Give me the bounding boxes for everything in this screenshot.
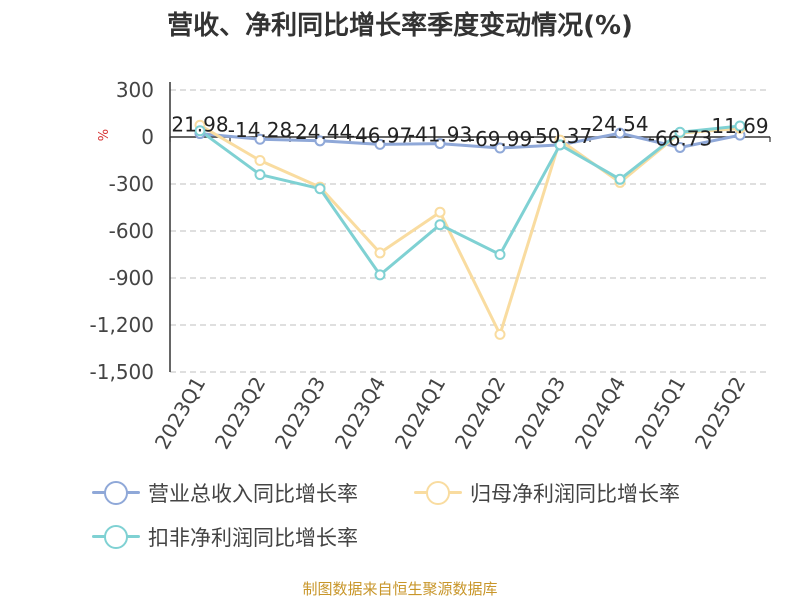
data-label: -14.28 xyxy=(228,118,292,142)
data-label: 11.69 xyxy=(711,114,768,138)
data-label: -50.37 xyxy=(528,124,592,148)
data-label: -41.93 xyxy=(408,123,472,147)
x-tick-label: 2023Q1 xyxy=(150,373,210,454)
y-tick-label: -1,200 xyxy=(90,313,154,337)
x-tick-label: 2024Q4 xyxy=(570,373,630,454)
circle-line-marker-icon xyxy=(92,524,140,550)
data-point xyxy=(254,155,266,166)
data-point xyxy=(374,247,386,259)
x-tick-label: 2024Q3 xyxy=(510,373,570,454)
circle-line-marker-icon xyxy=(414,480,462,506)
data-point xyxy=(554,139,566,151)
line-revenue-growth xyxy=(199,131,741,150)
legend-item-deducted-profit[interactable]: 扣非净利润同比增长率 xyxy=(92,522,358,552)
y-tick-label: -600 xyxy=(109,219,154,243)
data-point xyxy=(314,135,326,147)
data-point xyxy=(614,127,626,139)
line-deducted-profit-growth xyxy=(199,124,741,277)
data-point xyxy=(674,126,686,138)
x-tick-label: 2025Q1 xyxy=(630,373,690,454)
data-label: -66.73 xyxy=(648,126,712,150)
data-label: -24.44 xyxy=(288,120,352,144)
data-point xyxy=(494,328,506,340)
data-source-note: 制图数据来自恒生聚源数据库 xyxy=(302,580,498,598)
y-tick-label: 0 xyxy=(141,125,154,149)
data-point xyxy=(734,120,746,132)
data-point xyxy=(614,173,626,185)
legend-item-net-profit[interactable]: 归母净利润同比增长率 xyxy=(414,478,680,508)
circle-line-marker-icon xyxy=(92,480,140,506)
y-tick-label: -300 xyxy=(109,172,154,196)
data-point xyxy=(494,249,506,260)
x-tick-label: 2023Q3 xyxy=(270,373,330,454)
line-net-profit-growth xyxy=(199,124,741,336)
legend-label: 营业总收入同比增长率 xyxy=(148,482,358,506)
y-tick-label: -900 xyxy=(109,266,154,290)
data-point xyxy=(314,183,326,195)
data-point xyxy=(374,269,386,281)
data-point xyxy=(434,219,446,231)
data-label: 21.98 xyxy=(171,113,228,137)
legend-label: 归母净利润同比增长率 xyxy=(470,482,680,506)
x-tick-label: 2024Q2 xyxy=(450,373,510,454)
data-label: 24.54 xyxy=(591,112,648,136)
data-point xyxy=(254,133,266,145)
data-point xyxy=(374,138,386,150)
data-label: -46.97 xyxy=(348,123,412,147)
x-tick-label: 2023Q2 xyxy=(210,373,270,454)
y-tick-label: -1,500 xyxy=(90,360,154,384)
data-point xyxy=(254,169,266,181)
data-point xyxy=(434,138,446,150)
y-axis-unit-label: % xyxy=(97,129,112,141)
y-tick-label: 300 xyxy=(116,78,154,102)
data-point xyxy=(494,142,506,154)
chart-title: 营收、净利同比增长率季度变动情况(%) xyxy=(167,11,633,41)
x-tick-label: 2024Q1 xyxy=(390,373,450,454)
legend-item-revenue[interactable]: 营业总收入同比增长率 xyxy=(92,478,358,508)
data-point xyxy=(194,125,206,137)
data-point xyxy=(674,141,686,153)
data-point xyxy=(434,206,446,218)
x-tick-label: 2025Q2 xyxy=(690,373,750,454)
legend-label: 扣非净利润同比增长率 xyxy=(148,526,358,550)
data-label: -69.99 xyxy=(468,127,532,151)
x-tick-label: 2023Q4 xyxy=(330,373,390,454)
